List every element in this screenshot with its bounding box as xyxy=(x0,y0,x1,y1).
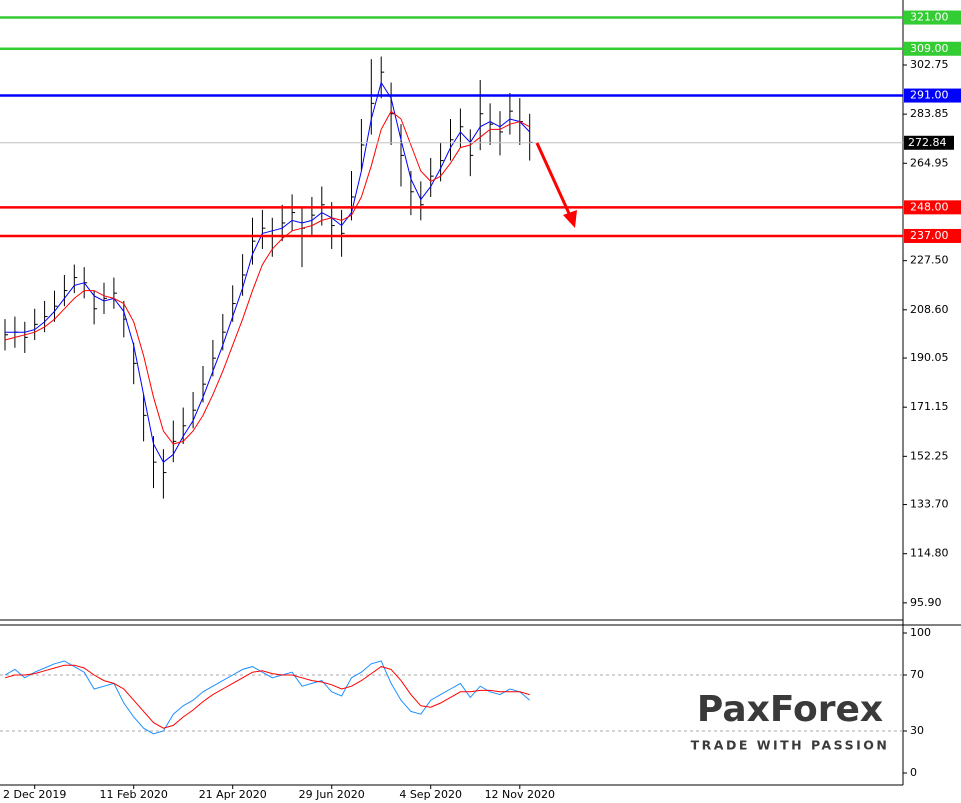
logo-name: PaxForex xyxy=(697,689,883,730)
level-label: 237.00 xyxy=(910,229,949,242)
level-box xyxy=(904,228,961,243)
y-tick-label: 30 xyxy=(910,724,924,737)
x-tick-label: 21 Apr 2020 xyxy=(199,788,267,801)
level-box xyxy=(904,88,961,103)
y-tick-label: 70 xyxy=(910,668,924,681)
level-box xyxy=(904,10,961,25)
y-tick-label: 114.80 xyxy=(910,547,949,560)
y-tick-label: 133.70 xyxy=(910,498,949,511)
x-tick-label: 2 Dec 2019 xyxy=(3,788,66,801)
x-tick-label: 11 Feb 2020 xyxy=(99,788,167,801)
level-label: 248.00 xyxy=(910,200,949,213)
level-label: 291.00 xyxy=(910,89,949,102)
y-tick-label: 227.50 xyxy=(910,254,949,267)
x-tick-label: 4 Sep 2020 xyxy=(399,788,462,801)
last-price-box xyxy=(904,135,954,150)
y-tick-label: 264.95 xyxy=(910,156,949,169)
last-price-label: 272.84 xyxy=(908,136,947,149)
y-tick-label: 0 xyxy=(910,766,917,779)
x-tick-label: 29 Jun 2020 xyxy=(299,788,365,801)
arrow-head xyxy=(563,210,577,228)
indicator-line xyxy=(4,660,531,735)
x-tick-label: 12 Nov 2020 xyxy=(485,788,555,801)
y-tick-label: 302.75 xyxy=(910,58,949,71)
y-tick-label: 171.15 xyxy=(910,400,949,413)
y-tick-label: 152.25 xyxy=(910,449,949,462)
y-tick-label: 100 xyxy=(910,626,931,639)
logo-tagline: TRADE WITH PASSION xyxy=(691,738,890,753)
moving-average xyxy=(5,81,531,463)
level-label: 321.00 xyxy=(910,11,949,24)
level-label: 309.00 xyxy=(910,42,949,55)
forecast-arrow xyxy=(535,142,574,221)
y-tick-label: 190.05 xyxy=(910,351,949,364)
indicator-line xyxy=(4,664,530,729)
level-box xyxy=(904,41,961,56)
y-tick-label: 95.90 xyxy=(910,596,942,609)
level-box xyxy=(904,200,961,215)
moving-average xyxy=(4,110,530,445)
y-tick-label: 283.85 xyxy=(910,107,949,120)
y-tick-label: 208.60 xyxy=(910,303,949,316)
